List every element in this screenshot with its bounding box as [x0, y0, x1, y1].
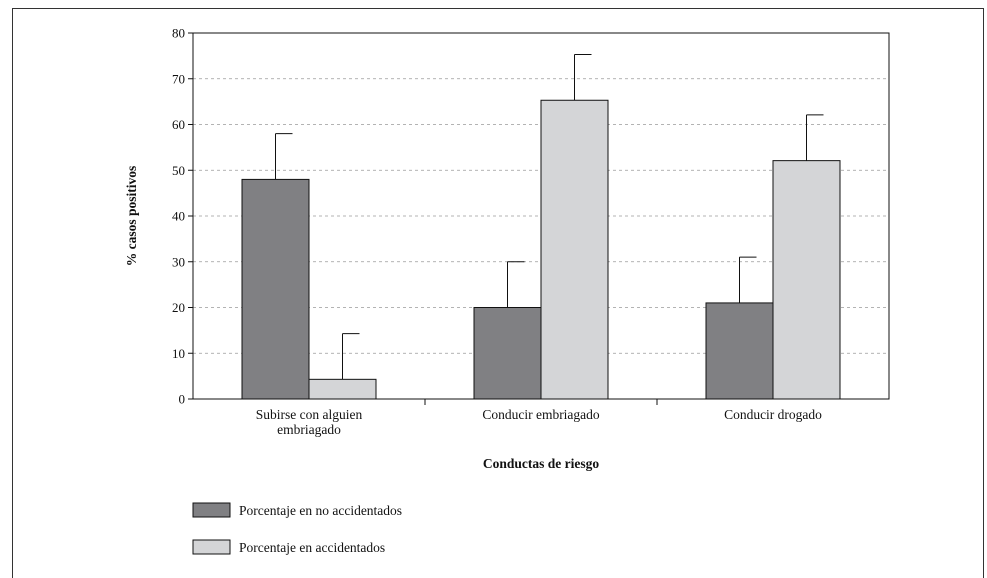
axes [188, 32, 890, 405]
y-axis-title: % casos positivos [124, 166, 139, 267]
bar-no-accidentados [705, 302, 774, 400]
x-category-label-line: embriagado [277, 422, 341, 437]
plot-area-border [192, 32, 890, 400]
x-category-label: Conducir embriagado [482, 407, 600, 422]
legend-swatch [192, 502, 231, 518]
x-axis-title: Conductas de riesgo [483, 456, 600, 471]
y-tick-label: 10 [172, 346, 185, 361]
error-bars [275, 54, 824, 380]
y-tick-label: 0 [179, 392, 186, 407]
bars [241, 99, 841, 400]
x-category-label-line: Conducir drogado [724, 407, 822, 422]
y-tick-label: 30 [172, 254, 185, 269]
x-category-labels: Subirse con alguien embriagado Conducir em… [256, 407, 822, 437]
x-category-label: Conducir drogado [724, 407, 822, 422]
bar-accidentados [540, 99, 609, 400]
bar-accidentados [772, 160, 841, 400]
bar-no-accidentados [241, 178, 310, 400]
x-category-label: Subirse con alguien embriagado [256, 407, 363, 437]
chart-frame [12, 8, 984, 578]
x-category-label-line: Subirse con alguien [256, 407, 363, 422]
y-tick-label: 70 [172, 71, 185, 86]
legend-label: Porcentaje en no accidentados [239, 503, 402, 518]
bar-no-accidentados [473, 307, 542, 400]
y-tick-label: 80 [172, 26, 185, 41]
x-category-label-line: Conducir embriagado [482, 407, 600, 422]
legend: Porcentaje en no accidentados Porcentaje … [192, 502, 402, 555]
legend-label: Porcentaje en accidentados [239, 540, 385, 555]
y-tick-label: 20 [172, 300, 185, 315]
bar-accidentados [308, 378, 377, 400]
y-tick-label: 60 [172, 117, 185, 132]
y-tick-label: 40 [172, 209, 185, 224]
legend-swatch [192, 539, 231, 555]
y-tick-label: 50 [172, 163, 185, 178]
y-tick-labels: 0 10 20 30 40 50 60 70 80 [172, 26, 185, 407]
